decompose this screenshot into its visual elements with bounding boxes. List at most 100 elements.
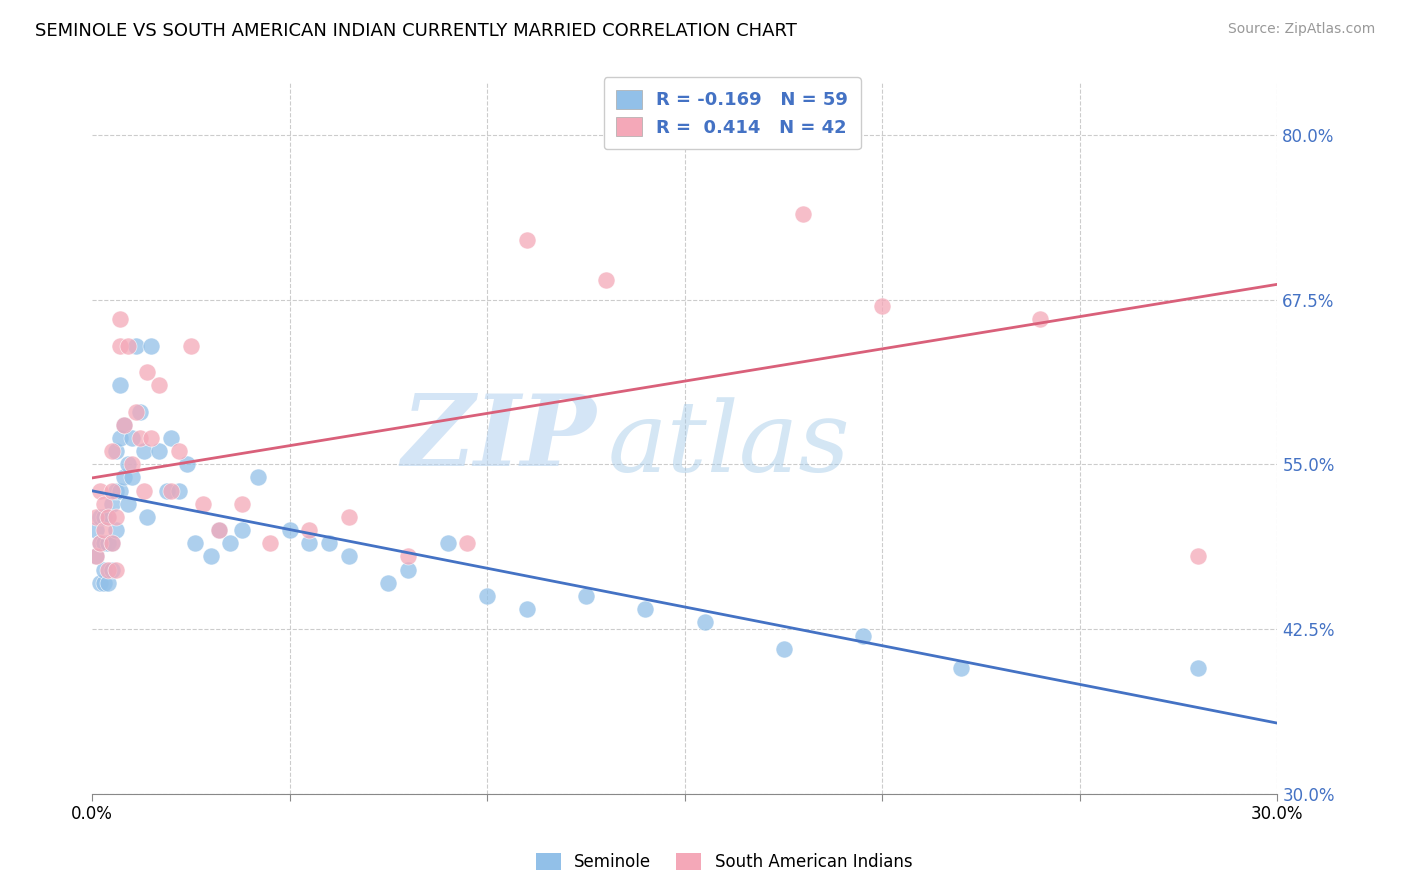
Point [396,563,419,577]
Point [104,483,127,498]
Point [191,497,214,511]
Point [124,404,146,418]
Point [93,575,115,590]
Point [84,510,107,524]
Point [108,312,131,326]
Point [1187,549,1209,564]
Point [104,444,127,458]
Point [148,378,170,392]
Point [117,457,139,471]
Point [634,602,657,616]
Point [121,457,143,471]
Point [318,536,340,550]
Point [298,523,321,537]
Point [97,510,120,524]
Point [337,549,360,564]
Point [121,470,143,484]
Point [101,536,124,550]
Point [112,470,135,484]
Point [89,536,111,550]
Point [93,563,115,577]
Point [117,339,139,353]
Point [693,615,716,630]
Point [792,207,814,221]
Point [132,483,155,498]
Point [141,431,163,445]
Point [104,563,127,577]
Point [247,470,270,484]
Point [156,483,179,498]
Point [1187,661,1209,675]
Point [595,273,617,287]
Point [396,549,419,564]
Point [231,497,253,511]
Point [97,510,120,524]
Text: SEMINOLE VS SOUTH AMERICAN INDIAN CURRENTLY MARRIED CORRELATION CHART: SEMINOLE VS SOUTH AMERICAN INDIAN CURREN… [35,22,797,40]
Point [148,444,170,458]
Point [101,483,124,498]
Point [167,444,190,458]
Point [101,563,124,577]
Point [278,523,301,537]
Point [104,523,127,537]
Point [97,575,120,590]
Point [219,536,242,550]
Point [950,661,973,675]
Point [112,417,135,432]
Point [89,575,111,590]
Point [477,589,499,603]
Point [132,444,155,458]
Point [377,575,399,590]
Legend: Seminole, South American Indians: Seminole, South American Indians [527,845,921,880]
Point [124,339,146,353]
Point [84,549,107,564]
Point [516,602,538,616]
Point [184,536,207,550]
Point [101,444,124,458]
Point [1029,312,1052,326]
Point [97,536,120,550]
Point [108,483,131,498]
Point [231,523,253,537]
Point [112,417,135,432]
Point [117,497,139,511]
Point [693,128,716,142]
Point [93,497,115,511]
Point [200,549,222,564]
Point [121,431,143,445]
Point [207,523,229,537]
Point [89,483,111,498]
Point [160,483,183,498]
Point [207,523,229,537]
Point [93,510,115,524]
Text: atlas: atlas [607,397,851,492]
Point [89,536,111,550]
Point [101,497,124,511]
Point [516,233,538,247]
Point [457,536,479,550]
Text: ZIP: ZIP [401,390,596,486]
Point [851,629,873,643]
Point [93,523,115,537]
Point [104,510,127,524]
Point [259,536,281,550]
Legend: R = -0.169   N = 59, R =  0.414   N = 42: R = -0.169 N = 59, R = 0.414 N = 42 [603,77,860,149]
Point [93,536,115,550]
Text: Source: ZipAtlas.com: Source: ZipAtlas.com [1227,22,1375,37]
Point [101,536,124,550]
Point [575,589,598,603]
Point [772,641,794,656]
Point [180,339,202,353]
Point [436,536,458,550]
Point [872,299,894,313]
Point [108,339,131,353]
Point [167,483,190,498]
Point [160,431,183,445]
Point [108,378,131,392]
Point [136,510,159,524]
Point [108,431,131,445]
Point [141,339,163,353]
Point [84,523,107,537]
Point [84,549,107,564]
Point [136,365,159,379]
